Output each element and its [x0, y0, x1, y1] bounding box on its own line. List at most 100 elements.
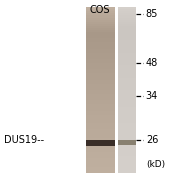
Bar: [118, 38, 136, 40]
Bar: [118, 49, 136, 51]
Bar: [118, 127, 136, 129]
Bar: [118, 123, 136, 125]
Bar: [86, 117, 115, 119]
Bar: [86, 76, 115, 78]
Bar: [86, 113, 115, 115]
Bar: [118, 156, 136, 158]
Bar: [86, 36, 115, 38]
Bar: [86, 123, 115, 125]
Bar: [86, 38, 115, 40]
Bar: [118, 63, 136, 65]
Bar: [118, 129, 136, 131]
Bar: [118, 144, 136, 146]
Bar: [86, 78, 115, 80]
Bar: [86, 55, 115, 57]
Bar: [118, 117, 136, 119]
Bar: [86, 63, 115, 65]
Bar: [118, 90, 136, 92]
Bar: [118, 167, 136, 169]
Bar: [118, 71, 136, 73]
Text: (kD): (kD): [146, 160, 165, 169]
Bar: [118, 121, 136, 123]
Bar: [118, 78, 136, 80]
Bar: [86, 171, 115, 173]
Bar: [118, 47, 136, 49]
Text: 48: 48: [146, 58, 158, 68]
Bar: [118, 61, 136, 63]
Bar: [86, 158, 115, 160]
Bar: [86, 26, 115, 28]
Bar: [86, 84, 115, 86]
Bar: [118, 30, 136, 32]
Bar: [86, 24, 115, 26]
Bar: [118, 84, 136, 86]
Bar: [86, 121, 115, 123]
Text: 34: 34: [146, 91, 158, 101]
Bar: [86, 142, 115, 144]
Bar: [118, 7, 136, 9]
Bar: [118, 136, 136, 138]
Bar: [118, 146, 136, 148]
Bar: [86, 111, 115, 113]
Bar: [86, 140, 115, 142]
Bar: [86, 144, 115, 146]
Bar: [86, 14, 115, 15]
Bar: [118, 162, 136, 165]
Bar: [86, 165, 115, 166]
Bar: [118, 96, 136, 98]
Bar: [118, 142, 136, 144]
Bar: [118, 94, 136, 96]
Bar: [86, 169, 115, 171]
Bar: [86, 92, 115, 94]
Bar: [118, 92, 136, 94]
Bar: [118, 9, 136, 11]
Bar: [118, 65, 136, 67]
Bar: [118, 59, 136, 61]
Bar: [86, 107, 115, 109]
Bar: [86, 96, 115, 98]
Bar: [118, 44, 136, 46]
Bar: [86, 71, 115, 73]
Bar: [86, 152, 115, 154]
Bar: [118, 100, 136, 102]
Bar: [86, 88, 115, 90]
Bar: [86, 86, 115, 88]
Bar: [86, 136, 115, 138]
Text: DUS19--: DUS19--: [4, 135, 44, 145]
Bar: [118, 86, 136, 88]
Bar: [118, 18, 136, 20]
Bar: [86, 129, 115, 131]
Bar: [118, 98, 136, 100]
Bar: [86, 98, 115, 100]
Bar: [118, 107, 136, 109]
Bar: [118, 133, 136, 136]
Bar: [86, 67, 115, 69]
Bar: [118, 152, 136, 154]
Bar: [118, 148, 136, 150]
Bar: [118, 82, 136, 84]
Bar: [118, 69, 136, 71]
Bar: [118, 42, 136, 44]
Bar: [118, 119, 136, 121]
Bar: [86, 125, 115, 127]
Text: 85: 85: [146, 9, 158, 19]
Bar: [86, 49, 115, 51]
Bar: [86, 119, 115, 121]
Bar: [118, 171, 136, 173]
Bar: [118, 131, 136, 134]
Bar: [118, 28, 136, 30]
Text: 26: 26: [146, 135, 158, 145]
Bar: [118, 169, 136, 171]
Bar: [118, 26, 136, 28]
Bar: [86, 127, 115, 129]
Bar: [118, 36, 136, 38]
Bar: [118, 160, 136, 162]
Bar: [86, 167, 115, 169]
Bar: [118, 57, 136, 59]
Bar: [118, 73, 136, 76]
Bar: [86, 94, 115, 96]
Bar: [118, 14, 136, 15]
Bar: [86, 133, 115, 136]
Bar: [118, 20, 136, 22]
Bar: [118, 111, 136, 113]
